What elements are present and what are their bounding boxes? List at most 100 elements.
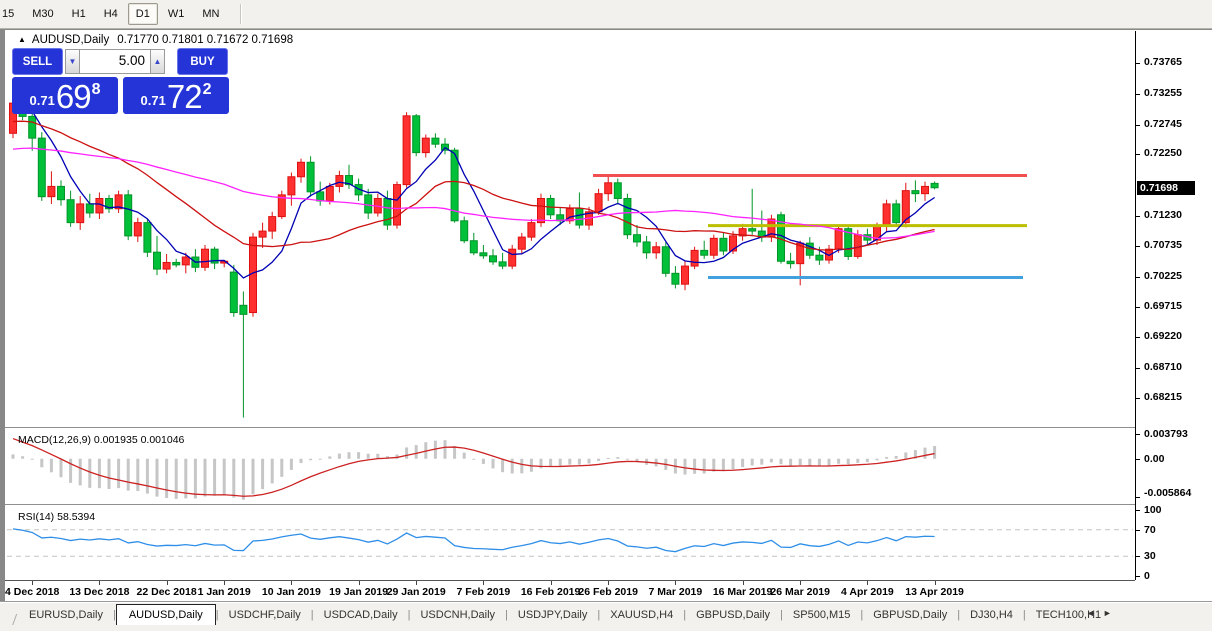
date-tick: [416, 581, 418, 585]
date-tick: [291, 581, 293, 585]
chart-window: ▲ AUDUSD,Daily 0.71770 0.71801 0.71672 0.7…: [0, 29, 1212, 602]
tab-separator: |: [505, 609, 508, 621]
date-tick: [224, 581, 226, 585]
buy-price-point: 2: [202, 81, 212, 98]
chart-title: ▲ AUDUSD,Daily 0.71770 0.71801 0.71672 0.7…: [18, 34, 293, 46]
time-axis[interactable]: 4 Dec 2018 13 Dec 2018 22 Dec 2018 1 Jan 20…: [5, 580, 1135, 602]
macd-axis-label: -0.005864: [1144, 487, 1192, 499]
candles-layer: [9, 95, 939, 418]
hline-objects-layer[interactable]: [593, 174, 1027, 280]
date-label: 16 Feb 2019: [520, 586, 581, 598]
tab-audusd-daily[interactable]: AUDUSD,Daily: [115, 604, 216, 627]
tab-tech100-h1[interactable]: TECH100,H1: [1035, 609, 1102, 621]
buy-button[interactable]: BUY: [177, 48, 228, 75]
date-label: 1 Jan 2019: [197, 586, 251, 598]
price-tick: [1136, 397, 1140, 399]
sell-price-point: 8: [91, 81, 101, 98]
tab-usdjpy-daily[interactable]: USDJPY,Daily: [517, 609, 588, 621]
tab-scroll-arrows: ◄►: [1086, 608, 1120, 618]
macd-signal-line: [12, 437, 935, 497]
price-tick-label: 0.69220: [1144, 330, 1182, 343]
price-tick: [1136, 154, 1140, 156]
chevron-down-icon: ▼: [68, 57, 77, 66]
price-axis[interactable]: 0.71698 0.73765 0.73255 0.72745 0.72250 0.71…: [1135, 31, 1212, 582]
tab-gbpusd-daily[interactable]: GBPUSD,Daily: [873, 609, 948, 621]
rsi-axis-label: 70: [1144, 523, 1156, 536]
tab-gbpusd-daily[interactable]: GBPUSD,Daily: [696, 609, 771, 621]
price-tick-label: 0.72745: [1144, 117, 1182, 130]
tab-sp500-m15[interactable]: SP500,M15: [792, 609, 851, 621]
price-tick-label: 0.68710: [1144, 361, 1182, 374]
chart-plot-area[interactable]: [5, 31, 1135, 580]
scroll-right-icon[interactable]: ►: [1102, 608, 1120, 618]
sell-price-pips: 69: [55, 78, 92, 115]
status-strip: [0, 625, 1212, 631]
rsi-axis-tick: [1136, 556, 1140, 558]
price-tick-label: 0.73765: [1144, 56, 1182, 68]
tab-separator: |: [860, 609, 864, 621]
date-label: 29 Jan 2019: [386, 586, 446, 598]
volume-input[interactable]: 5.00: [79, 49, 151, 74]
tab-separator: |: [597, 609, 601, 621]
rsi-axis-tick: [1136, 510, 1140, 511]
date-label: 4 Apr 2019: [841, 586, 894, 598]
price-tick: [1136, 276, 1140, 278]
date-tick: [99, 581, 101, 585]
price-tick: [1136, 93, 1140, 95]
sell-price-box[interactable]: 0.71 69 8: [12, 77, 118, 114]
date-label: 16 Mar 2019: [712, 586, 773, 598]
date-label: 7 Feb 2019: [456, 586, 511, 598]
date-tick: [550, 581, 552, 585]
volume-increase-button[interactable]: ▲: [151, 49, 165, 74]
sell-price-prefix: 0.71: [29, 93, 55, 108]
current-price-badge: 0.71698: [1137, 180, 1195, 195]
scroll-left-icon[interactable]: ◄: [1086, 608, 1103, 618]
date-label: 7 Mar 2019: [648, 586, 703, 598]
date-label: 26 Mar 2019: [770, 586, 830, 598]
timeframe-button-mn[interactable]: MN: [202, 8, 220, 20]
tab-xauusd-h4[interactable]: XAUUSD,H4: [610, 609, 674, 621]
ma-45: [12, 147, 935, 240]
date-tick: [800, 581, 802, 585]
price-tick-label: 0.68215: [1144, 390, 1182, 403]
date-label: 4 Dec 2018: [5, 586, 60, 598]
macd-indicator-label: MACD(12,26,9) 0.001935 0.001046: [18, 434, 185, 446]
tab-usdcnh-daily[interactable]: USDCNH,Daily: [420, 609, 496, 621]
date-tick: [742, 581, 744, 585]
date-tick: [483, 581, 485, 585]
date-label: 22 Dec 2018: [136, 586, 197, 598]
rsi-indicator-label: RSI(14) 58.5394: [18, 511, 96, 523]
tab-usdcad-daily[interactable]: USDCAD,Daily: [323, 609, 398, 621]
timeframe-button-15[interactable]: 15: [2, 8, 15, 20]
one-click-trade-panel: SELL ▼ 5.00 ▲ BUY 0.71 69 8 0.71 72 2: [12, 48, 229, 114]
tab-separator: |: [407, 609, 411, 621]
price-tick: [1136, 215, 1140, 217]
tab-usdchf-daily[interactable]: USDCHF,Daily: [228, 609, 301, 621]
timeframe-button-m30[interactable]: M30: [32, 8, 54, 20]
timeframe-toolbar: 15 M30 H1 H4 D1 W1 MN: [0, 0, 1212, 29]
timeframe-button-w1[interactable]: W1: [167, 8, 185, 20]
tab-separator: |: [1022, 609, 1026, 621]
price-tick: [1136, 368, 1140, 370]
timeframe-button-h1[interactable]: H1: [71, 8, 86, 20]
toolbar-separator: [240, 4, 243, 24]
timeframe-button-h4[interactable]: H4: [103, 8, 118, 20]
date-label: 10 Jan 2019: [261, 586, 321, 598]
date-tick: [867, 581, 869, 585]
price-tick: [1136, 245, 1140, 247]
timeframe-button-d1[interactable]: D1: [127, 3, 158, 25]
date-label: 26 Feb 2019: [578, 586, 638, 598]
buy-price-box[interactable]: 0.71 72 2: [123, 77, 229, 114]
rsi-axis-tick: [1136, 576, 1140, 577]
price-tick-label: 0.73255: [1144, 86, 1182, 99]
date-tick: [166, 581, 168, 585]
volume-decrease-button[interactable]: ▼: [65, 49, 79, 74]
date-tick: [675, 581, 677, 585]
chart-tabs-bar: EURUSD,Daily | AUDUSD,Daily | USDCHF,Daily | U…: [0, 601, 1212, 627]
macd-pane-layer: [11, 437, 937, 500]
tab-separator: |: [957, 609, 961, 621]
tab-eurusd-daily[interactable]: EURUSD,Daily: [29, 609, 103, 621]
tab-dj30-h4[interactable]: DJ30,H4: [970, 609, 1013, 621]
price-tick: [1136, 307, 1140, 309]
sell-button[interactable]: SELL: [12, 48, 63, 75]
